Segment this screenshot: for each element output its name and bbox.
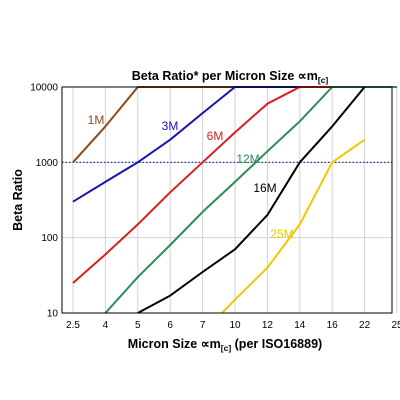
x-tick-label: 10 <box>229 320 241 331</box>
y-tick-label: 10 <box>47 309 59 320</box>
series-label-1m: 1M <box>88 113 105 127</box>
x-tick-label: 4 <box>103 320 109 331</box>
series-label-12m: 12M <box>236 152 259 166</box>
x-tick-label: 6 <box>167 320 173 331</box>
y-axis-ticks: 10 100 1000 10000 <box>30 83 58 320</box>
x-tick-label: 7 <box>200 320 206 331</box>
series-line-6m <box>72 86 397 284</box>
chart-title: Beta Ratio* per Micron Size ∝m[c] <box>132 69 329 85</box>
y-tick-label: 10000 <box>30 83 58 94</box>
series-label-3m: 3M <box>162 119 179 133</box>
x-tick-label: 12 <box>262 320 274 331</box>
series-line-25m <box>221 138 366 314</box>
series-line-16m <box>137 86 366 314</box>
plot-area-frame <box>61 86 393 314</box>
series-labels: 1M 3M 6M 12M 16M 25M <box>88 113 294 241</box>
x-tick-label: 25 <box>391 320 400 331</box>
y-axis-label: Beta Ratio <box>11 169 25 231</box>
x-tick-label: 14 <box>294 320 306 331</box>
x-axis-ticks: 2.5 4 5 6 7 10 12 14 16 22 25 <box>66 320 400 331</box>
x-tick-label: 2.5 <box>66 320 80 331</box>
x-tick-label: 5 <box>135 320 141 331</box>
x-tick-label: 16 <box>327 320 339 331</box>
series-label-25m: 25M <box>270 227 293 241</box>
series-line-12m <box>104 86 397 314</box>
series-label-6m: 6M <box>207 129 224 143</box>
y-tick-label: 1000 <box>36 158 59 169</box>
series-label-16m: 16M <box>253 181 276 195</box>
x-tick-label: 22 <box>359 320 371 331</box>
x-axis-label: Micron Size ∝m[c] (per ISO16889) <box>128 337 322 353</box>
y-tick-label: 100 <box>41 233 58 244</box>
